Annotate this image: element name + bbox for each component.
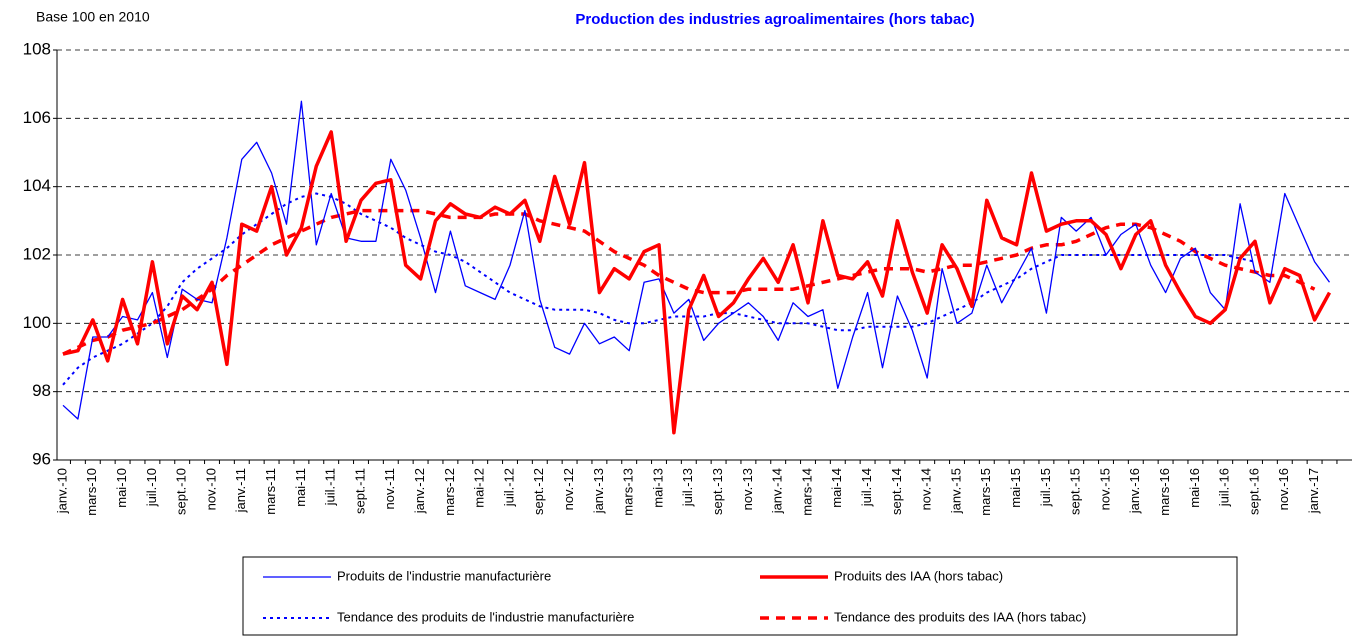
x-tick-label: nov.-13 [740, 468, 755, 510]
x-tick-label: juil.-11 [323, 468, 338, 506]
x-tick-label: janv.-14 [770, 468, 785, 514]
legend-label: Produits de l'industrie manufacturière [337, 568, 551, 583]
x-tick-label: nov.-16 [1276, 468, 1291, 510]
x-tick-label: mars-13 [621, 468, 636, 516]
x-tick-label: juil.-12 [501, 468, 516, 507]
y-tick-label: 102 [23, 244, 51, 263]
x-tick-label: mars-15 [978, 468, 993, 516]
x-tick-label: mars-11 [263, 468, 278, 515]
x-tick-label: mars-12 [442, 468, 457, 516]
x-tick-label: mars-10 [84, 468, 99, 516]
series-line [62, 130, 1332, 435]
x-tick-label: sept.-14 [889, 468, 904, 515]
x-tick-label: mai-16 [1187, 468, 1202, 508]
x-tick-label: mai-11 [293, 468, 308, 507]
x-tick-label: mai-10 [114, 468, 129, 508]
x-tick-label: nov.-10 [203, 468, 218, 510]
y-tick-label: 104 [23, 176, 51, 195]
x-tick-label: janv.-11 [233, 468, 248, 513]
x-tick-label: janv.-16 [1127, 468, 1142, 514]
x-tick-label: mars-16 [1157, 468, 1172, 516]
x-tick-label: mai-14 [829, 468, 844, 508]
x-tick-label: juil.-14 [859, 468, 874, 507]
legend-label: Tendance des produits de l'industrie man… [337, 609, 634, 624]
x-tick-label: juil.-16 [1217, 468, 1232, 507]
x-tick-label: juil.-15 [1038, 468, 1053, 507]
y-tick-label: 100 [23, 313, 51, 332]
x-tick-label: janv.-12 [412, 468, 427, 514]
x-tick-label: janv.-13 [591, 468, 606, 514]
x-tick-label: sept.-11 [352, 468, 367, 514]
x-tick-label: mai-12 [472, 468, 487, 508]
x-tick-label: sept.-16 [1246, 468, 1261, 515]
series-line [62, 100, 1331, 420]
y-tick-label: 96 [32, 449, 51, 468]
legend-label: Tendance des produits des IAA (hors taba… [834, 609, 1086, 624]
x-tick-label: sept.-13 [710, 468, 725, 515]
x-tick-label: sept.-12 [531, 468, 546, 515]
x-tick-label: janv.-10 [54, 468, 69, 514]
x-tick-label: nov.-11 [382, 468, 397, 509]
x-tick-label: nov.-14 [919, 468, 934, 510]
x-tick-label: juil.-13 [680, 468, 695, 507]
series-line [62, 208, 1316, 356]
x-tick-label: mai-13 [650, 468, 665, 508]
y-tick-label: 98 [32, 381, 51, 400]
chart-title: Production des industries agroalimentair… [575, 11, 974, 28]
legend-box [242, 556, 1238, 636]
y-tick-label: 106 [23, 108, 51, 127]
x-tick-label: sept.-15 [1068, 468, 1083, 515]
x-tick-label: mai-15 [1008, 468, 1023, 508]
x-tick-label: juil.-10 [144, 468, 159, 507]
x-tick-label: janv.-15 [948, 468, 963, 514]
x-tick-label: nov.-12 [561, 468, 576, 510]
y-tick-label: 108 [23, 39, 51, 58]
x-tick-label: mars-14 [799, 468, 814, 516]
x-tick-label: nov.-15 [1097, 468, 1112, 510]
y-axis-label: Base 100 en 2010 [36, 9, 150, 25]
x-tick-label: janv.-17 [1306, 468, 1321, 514]
legend-label: Produits des IAA (hors tabac) [834, 568, 1003, 583]
x-tick-label: sept.-10 [174, 468, 189, 515]
